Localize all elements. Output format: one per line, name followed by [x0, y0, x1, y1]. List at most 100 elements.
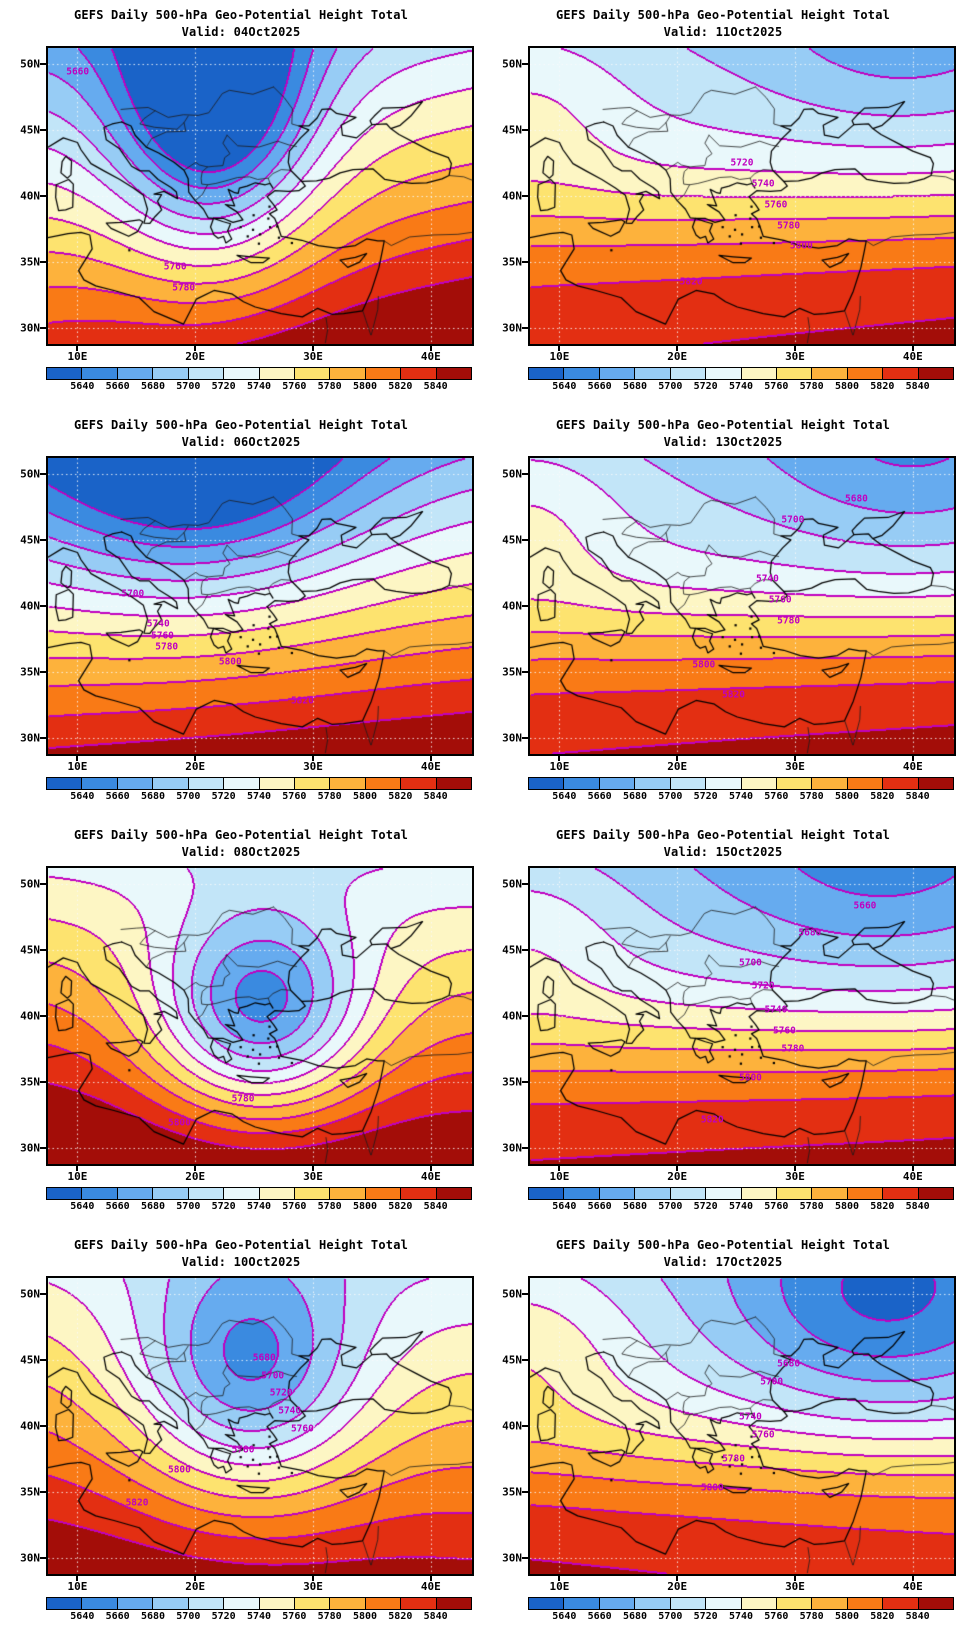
lat-tick-label: 50N	[502, 877, 522, 891]
lat-tick-label: 35N	[502, 255, 522, 269]
lon-axis-tick	[794, 756, 796, 761]
lat-tick-label: 45N	[502, 943, 522, 957]
lat-axis-tick	[40, 1147, 46, 1150]
colorbar-cell	[435, 1598, 472, 1609]
colorbar-tick-labels: 5640 5660 5680 5700 5720 5740 5760 5780 5800 5820…	[528, 381, 954, 395]
forecast-panel-1: GEFS Daily 500-hPa Geo-Potential Height …	[482, 0, 964, 410]
colorbar-cell	[882, 778, 918, 789]
colorbar-tick-label: 5840	[423, 1201, 448, 1212]
lat-axis-tick	[522, 128, 528, 131]
colorbar-tick-label: 5800	[834, 791, 860, 802]
colorbar-cell	[775, 1598, 812, 1609]
lon-axis-tick	[194, 756, 197, 761]
panel-title: GEFS Daily 500-hPa Geo-Potential Height …	[555, 828, 891, 842]
panel-valid-date: Valid: 15Oct2025	[663, 845, 783, 859]
colorbar-cell	[152, 1188, 188, 1199]
colorbar-cell	[187, 778, 224, 789]
colorbar-cell	[81, 1188, 117, 1199]
colorbar-cell	[634, 368, 670, 379]
map-area: 5680 5700 5740 5760 5780 5800 50N 45N 40N 35N 30N…	[502, 1276, 956, 1625]
lon-tick-label: 20E	[667, 1170, 688, 1183]
forecast-panel-4: GEFS Daily 500-hPa Geo-Potential Height …	[0, 820, 482, 1230]
lat-axis-tick	[522, 737, 528, 740]
lat-tick-label: 45N	[20, 1353, 40, 1367]
colorbar-cell	[563, 1598, 599, 1609]
panel-valid-date: Valid: 06Oct2025	[181, 435, 301, 449]
colorbar-tick-label: 5840	[905, 1611, 930, 1622]
map-frame: 5720 5740 5760 5780 5800 5820 50N 45N 40N 35N 30N	[502, 46, 956, 351]
lon-tick-label: 30E	[785, 1580, 805, 1593]
lon-tick-label: 10E	[67, 1580, 88, 1593]
colorbar-tick-label: 5840	[905, 791, 930, 802]
colorbar-tick-label: 5740	[728, 1611, 754, 1622]
colorbar-cell	[116, 368, 153, 379]
colorbar-tick-label: 5780	[799, 1201, 824, 1212]
colorbar-tick-label: 5640	[70, 791, 95, 802]
colorbar-cell	[882, 368, 918, 379]
colorbar-tick-label: 5840	[423, 1611, 448, 1622]
colorbar-tick-label: 5680	[140, 791, 166, 802]
colorbar-cell	[47, 778, 82, 789]
colorbar-cell	[293, 778, 330, 789]
colorbar-cell	[187, 368, 224, 379]
lon-axis-tick	[911, 1166, 914, 1171]
lat-tick-label: 35N	[20, 1485, 40, 1499]
colorbar-cell	[846, 778, 883, 789]
colorbar-cell	[364, 368, 401, 379]
colorbar-tick-label: 5800	[834, 1201, 860, 1212]
colorbar-tick-label: 5760	[282, 381, 307, 392]
lon-axis-tick	[794, 1166, 796, 1171]
colorbar-tick-label: 5720	[693, 1201, 718, 1212]
lat-axis-tick	[40, 1015, 46, 1017]
colorbar-cell	[187, 1598, 224, 1609]
colorbar-tick-label: 5640	[552, 791, 577, 802]
panel-valid-date: Valid: 13Oct2025	[663, 435, 783, 449]
colorbar-cell	[329, 1188, 365, 1199]
panel-title: GEFS Daily 500-hPa Geo-Potential Height …	[73, 1238, 409, 1252]
lon-tick-label: 20E	[667, 1580, 688, 1593]
lon-tick-label: 20E	[667, 760, 688, 773]
colorbar	[46, 367, 472, 380]
lat-tick-label: 45N	[502, 1353, 522, 1367]
colorbar-tick-labels: 5640 5660 5680 5700 5720 5740 5760 5780 5800 5820…	[528, 1611, 954, 1625]
colorbar-tick-label: 5780	[317, 1201, 342, 1212]
lat-axis-tick	[522, 327, 528, 330]
lat-axis-tick	[40, 62, 46, 65]
map-frame: 5680 5700 5720 5740 5760 5780 5800 5820 50N 45N 4…	[20, 1276, 474, 1581]
colorbar	[528, 1597, 954, 1610]
lat-axis-tick	[522, 1015, 528, 1017]
colorbar-tick-label: 5720	[693, 1611, 718, 1622]
colorbar-cell	[47, 368, 82, 379]
lon-axis-tick	[312, 756, 314, 761]
lat-axis-tick	[40, 195, 46, 197]
lon-tick-label: 30E	[303, 1580, 323, 1593]
colorbar-cell	[669, 368, 706, 379]
forecast-panel-5: GEFS Daily 500-hPa Geo-Potential Height …	[482, 820, 964, 1230]
lon-tick-label: 10E	[67, 760, 88, 773]
colorbar-cell	[634, 1188, 670, 1199]
colorbar-cell	[81, 1598, 117, 1609]
lat-axis-tick	[40, 128, 46, 131]
lat-tick-label: 30N	[502, 321, 522, 335]
lat-tick-label: 45N	[502, 123, 522, 137]
lon-axis-tick	[429, 756, 432, 761]
colorbar-cell	[811, 368, 847, 379]
panel-title: GEFS Daily 500-hPa Geo-Potential Height …	[555, 418, 891, 432]
colorbar-cell	[563, 1188, 599, 1199]
lat-tick-label: 30N	[502, 1551, 522, 1565]
lat-tick-label: 50N	[502, 467, 522, 481]
lon-axis-labels: 10E 20E 30E 40E	[46, 756, 474, 776]
forecast-panel-2: GEFS Daily 500-hPa Geo-Potential Height …	[0, 410, 482, 820]
colorbar-tick-label: 5700	[658, 1201, 683, 1212]
colorbar-cell	[116, 1598, 153, 1609]
colorbar-tick-label: 5660	[105, 1201, 130, 1212]
colorbar-cell	[669, 1598, 706, 1609]
colorbar-tick-label: 5720	[211, 1201, 236, 1212]
lat-axis-tick	[522, 472, 528, 475]
lat-tick-label: 40N	[20, 1419, 40, 1433]
colorbar-cell	[258, 1598, 294, 1609]
colorbar-cell	[846, 1188, 883, 1199]
colorbar-tick-label: 5740	[728, 791, 754, 802]
colorbar-tick-label: 5700	[176, 791, 201, 802]
map-area: 5660 5680 5700 5720 5740 5760 5780 5800 5820 50N…	[502, 866, 956, 1215]
